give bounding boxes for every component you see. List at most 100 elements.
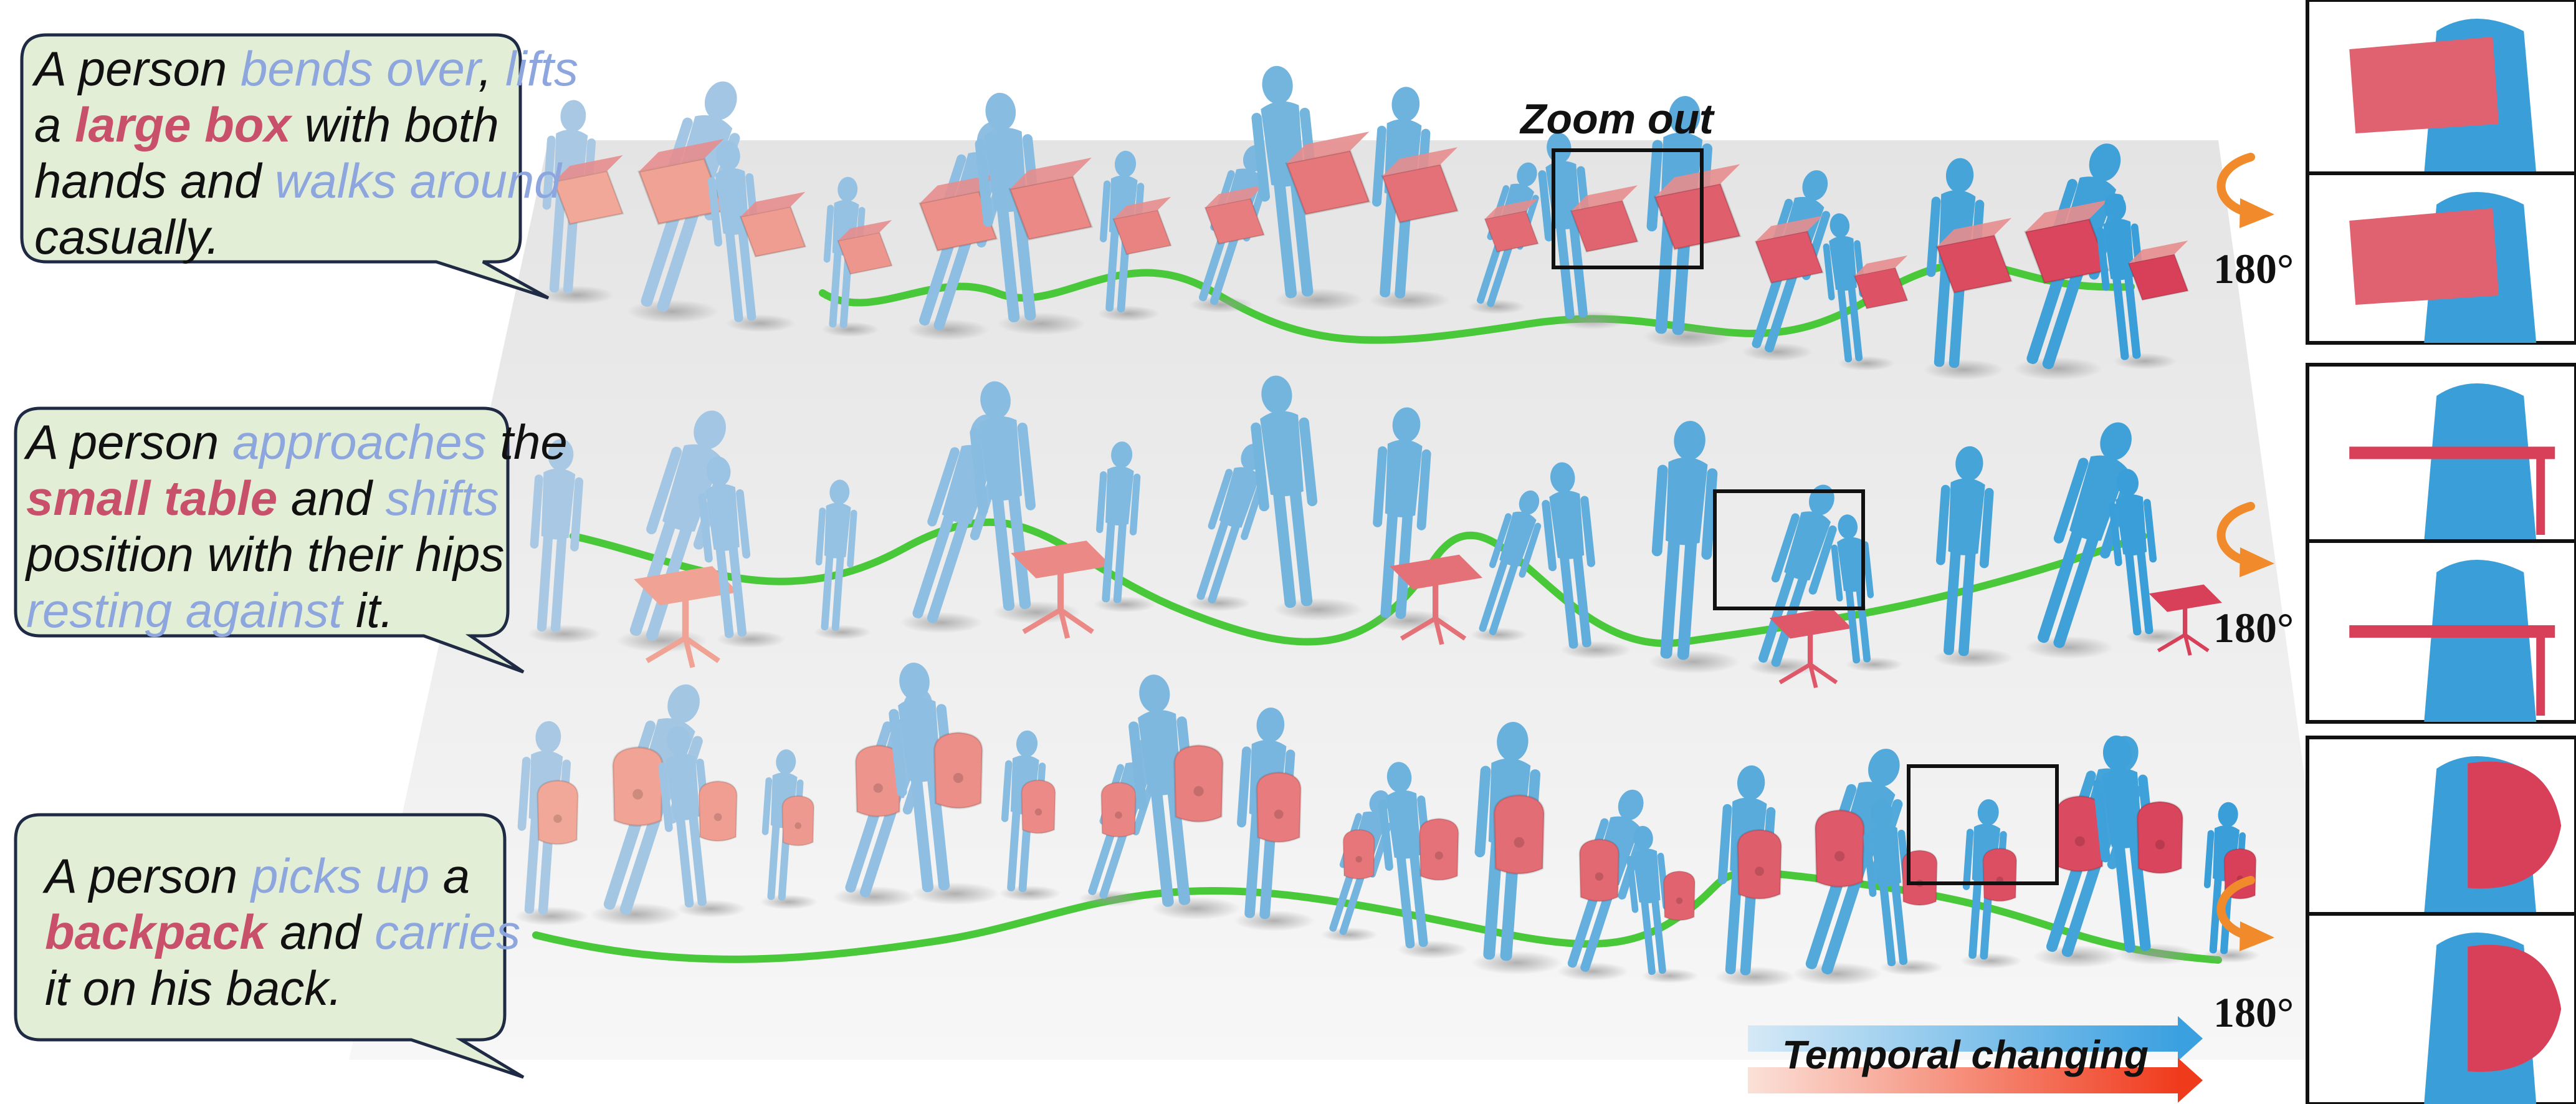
backpack-object: [1342, 829, 1375, 880]
backpack-object: [1100, 782, 1137, 838]
zoom-out-label: Zoom out: [1520, 95, 1714, 143]
action-phrase: picks up: [250, 848, 430, 903]
human-figure: [1378, 762, 1469, 959]
box-object: [1381, 147, 1459, 224]
table-object: [634, 566, 738, 668]
caption-text-segment: A person: [45, 848, 251, 903]
table-object: [1011, 540, 1112, 639]
caption-text-segment: it on his back.: [45, 961, 342, 1015]
box-object: [1853, 255, 1909, 310]
gradient-arrow-red-icon: [1748, 1058, 2203, 1103]
trajectory-line: [819, 260, 2135, 344]
backpack-object: [537, 779, 579, 845]
backpack-object: [1418, 818, 1459, 881]
action-phrase: shifts: [385, 471, 499, 526]
caption-line: position with their hips: [26, 526, 568, 582]
rotation-label-1: 180°: [2213, 245, 2294, 292]
box-object: [637, 138, 725, 226]
caption-text-segment: and: [277, 471, 386, 526]
rotation-label-2: 180°: [2213, 604, 2294, 651]
zoom-panel-3: [2306, 363, 2576, 543]
caption-line: A person picks up a: [45, 848, 520, 904]
temporal-changing-label: Temporal changing: [1782, 1032, 2149, 1077]
curved-rotate-arrow-icon: [2216, 153, 2274, 228]
human-figure: [970, 381, 1080, 624]
caption-1: A person bends over, lifts a large box wi…: [34, 41, 578, 265]
human-figure: [1831, 514, 1903, 672]
table-object: [1769, 607, 1853, 688]
backpack-object: [698, 780, 738, 842]
human-figure: [1470, 490, 1542, 643]
caption-text-segment: the: [486, 415, 568, 469]
backpack-object: [612, 746, 664, 827]
zoom-box-row-2: [1713, 489, 1865, 610]
caption-text-segment: position with their hips: [26, 527, 505, 582]
caption-text-segment: a: [429, 848, 470, 903]
zoom-panel-4: [2306, 539, 2576, 724]
box-object: [1008, 157, 1093, 241]
motion-rows: [515, 65, 2260, 987]
human-figure: [698, 456, 786, 648]
caption-3: A person picks up a backpack and carries i…: [45, 848, 520, 1016]
motion-row-2: [527, 375, 2222, 688]
backpack-object: [1493, 794, 1545, 875]
trajectory-line: [570, 518, 2147, 647]
human-figure: [1251, 375, 1363, 622]
human-figure: [1542, 462, 1632, 660]
human-figure: [1863, 799, 1944, 976]
speech-bubble-3: [14, 813, 525, 1079]
action-phrase: resting against: [26, 583, 343, 638]
backpack-object: [1578, 838, 1620, 902]
caption-2: A person approaches the small table and s…: [26, 414, 568, 638]
box-object: [1754, 216, 1824, 284]
human-figure: [2109, 469, 2190, 645]
box-object: [1484, 198, 1539, 253]
backpack-object: [1173, 744, 1224, 823]
box-object: [739, 191, 807, 257]
caption-text-segment: A person: [26, 415, 232, 469]
backpack-object: [1021, 779, 1056, 834]
box-object: [1112, 196, 1172, 256]
speech-bubble-1: [20, 33, 550, 300]
rotation-label-3: 180°: [2213, 989, 2294, 1036]
zoom-panel-6: [2306, 912, 2576, 1104]
human-figure: [1960, 799, 2022, 969]
caption-text-segment: A person: [34, 41, 241, 96]
caption-line: it on his back.: [45, 960, 520, 1016]
zoom-box-row-3: [1907, 764, 2059, 885]
human-figure: [527, 439, 601, 644]
box-object: [1653, 164, 1742, 251]
caption-line: backpack and carries: [45, 904, 520, 960]
box-object: [2127, 240, 2189, 301]
human-figure: [1094, 441, 1156, 613]
backpack-object: [1663, 870, 1696, 921]
box-object: [2024, 199, 2110, 284]
object-phrase: backpack: [45, 905, 267, 959]
box-object: [1285, 132, 1371, 216]
action-phrase: approaches: [232, 415, 487, 469]
caption-line: casually.: [34, 209, 578, 265]
caption-text-segment: with both: [290, 97, 499, 152]
caption-text-segment: a: [34, 97, 75, 152]
backpack-object: [1256, 771, 1302, 843]
backpack-object: [1982, 848, 2018, 902]
caption-line: A person approaches the: [26, 414, 568, 470]
caption-text-segment: ,: [478, 41, 505, 96]
speech-bubble-2: [14, 406, 525, 674]
caption-line: resting against it.: [26, 582, 568, 638]
backpack-object: [933, 731, 983, 809]
zoom-panel-5: [2306, 736, 2576, 916]
caption-text-segment: it.: [342, 583, 394, 638]
backpack-object: [781, 795, 814, 847]
caption-text-segment: casually.: [34, 209, 220, 264]
zoom-box-row-1: [1552, 148, 1704, 269]
human-figure: [2092, 735, 2198, 965]
action-phrase: bends over: [240, 41, 479, 96]
zoom-panels: [2306, 0, 2576, 1104]
motion-row-1: [540, 65, 2189, 380]
object-phrase: small table: [26, 471, 278, 526]
human-figure: [760, 749, 818, 910]
table-object: [2149, 584, 2222, 656]
